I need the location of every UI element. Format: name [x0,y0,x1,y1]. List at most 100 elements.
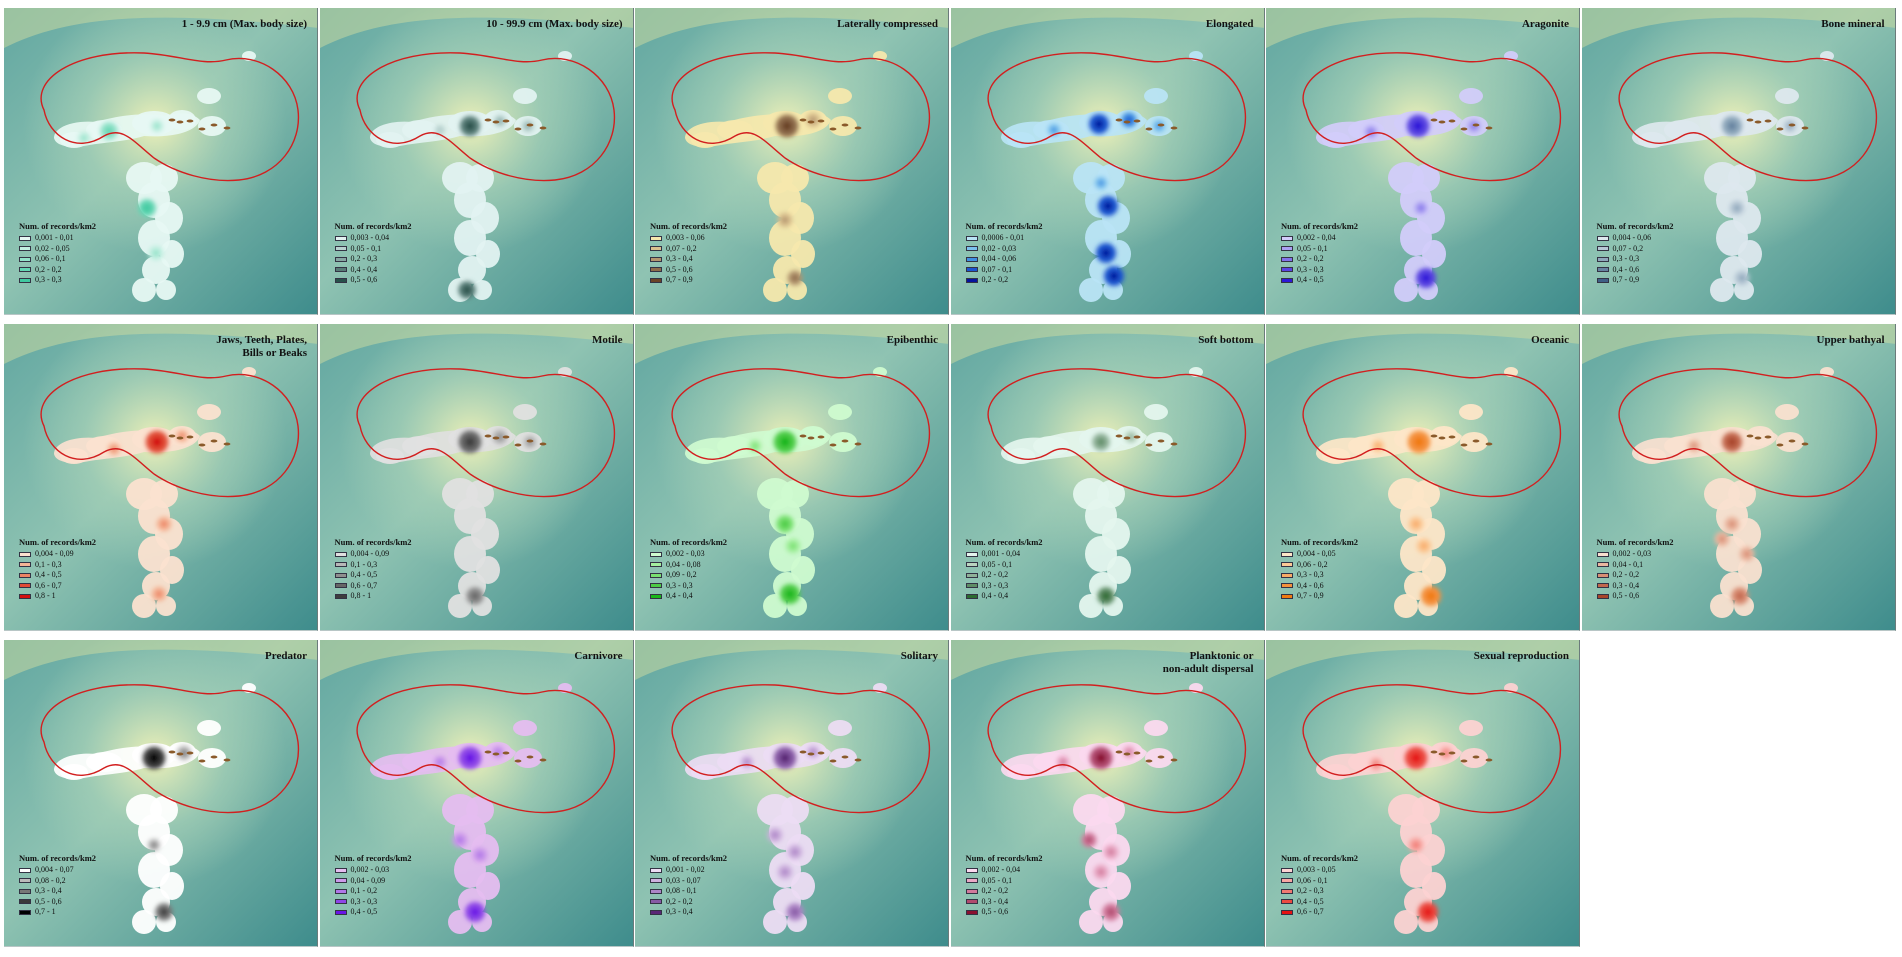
coast-ridge [635,640,948,680]
density-area [1322,132,1350,148]
density-layer [1631,51,1834,302]
legend-label: 0,002 - 0,03 [1612,549,1652,559]
panel-title: Upper bathyal [1817,334,1885,347]
legend-title: Num. of records/km2 [650,537,728,547]
legend-item: 0,4 - 0,6 [1281,581,1358,592]
study-area-boundary [987,52,1246,182]
legend-swatch [1596,593,1609,599]
legend-swatch [1596,583,1609,589]
legend-item: 0,4 - 0,5 [334,907,412,918]
density-area [1143,720,1168,736]
legend-label: 0,3 - 0,3 [1297,570,1324,580]
legend-swatch [650,246,662,252]
legend-swatch [650,277,662,283]
legend-swatch [1281,888,1293,894]
legend-label: 0,001 - 0,04 [981,549,1021,559]
study-area-boundary [987,684,1246,814]
density-area [1078,910,1103,934]
density-area [447,594,472,618]
panel-title: Laterally compressed [837,18,938,31]
study-area-boundary [1302,52,1562,182]
legend-label: 0,3 - 0,4 [666,907,693,917]
map-svg [319,324,633,630]
legend-swatch [965,899,978,905]
legend-item: 0,08 - 0,2 [19,876,96,887]
legend-label: 0,1 - 0,3 [350,559,378,569]
study-area-boundary [356,368,615,498]
density-area [375,448,404,464]
coast-ridge [950,324,1264,364]
legend-item: 0,8 - 1 [19,591,96,602]
legend-item: 0,002 - 0,04 [1281,233,1358,244]
panel-title-line: Oceanic [1531,334,1569,346]
legend-label: 0,5 - 0,6 [1612,591,1640,601]
density-area [1459,720,1483,736]
legend-title: Num. of records/km2 [965,221,1043,231]
legend-swatch [965,235,978,241]
density-area [717,120,753,140]
legend-swatch [1281,551,1293,557]
map-panel: 10 - 99.9 cm (Max. body size) Num. of rec… [319,8,634,315]
islands [1115,118,1177,131]
legend: Num. of records/km2 0,003 - 0,04 0,05 - 0,… [334,221,412,286]
panel-title-line: Bone mineral [1821,18,1885,30]
map-svg [319,640,633,946]
legend-swatch [334,593,347,599]
legend-label: 0,004 - 0,06 [1612,233,1652,243]
density-area [1394,278,1418,302]
legend-swatch [19,277,31,283]
legend-swatch [334,878,347,884]
density-area [197,720,221,736]
legend-label: 0,06 - 0,1 [1297,875,1328,885]
panel-title: Motile [592,334,623,347]
panel-title: Epibenthic [887,334,938,347]
density-layer [369,683,572,934]
legend-item: 0,4 - 0,4 [334,265,412,276]
legend-label: 0,3 - 0,3 [1612,254,1640,264]
density-area [1322,448,1350,464]
study-area-boundary [40,52,300,182]
legend-swatch [1596,551,1609,557]
legend-item: 0,03 - 0,07 [650,876,727,887]
legend-swatch [650,593,662,599]
panel-title: Sexual reproduction [1474,650,1569,663]
legend: Num. of records/km2 0,004 - 0,09 0,1 - 0,3… [334,537,412,602]
legend-label: 0,03 - 0,07 [666,875,701,885]
legend-item: 0,07 - 0,1 [965,265,1043,276]
legend-label: 0,08 - 0,1 [666,886,697,896]
density-area [512,88,537,104]
legend-swatch [334,256,347,262]
legend-label: 0,04 - 0,09 [350,875,386,885]
panel-title: Oceanic [1531,334,1569,347]
legend-item: 0,002 - 0,04 [965,865,1043,876]
legend-label: 0,003 - 0,04 [350,233,390,243]
legend-item: 0,05 - 0,1 [965,876,1043,887]
map-svg [4,640,317,946]
legend-label: 0,3 - 0,3 [1297,264,1324,274]
map-svg [4,8,317,314]
map-panel: Carnivore Num. of records/km2 0,002 - 0,03… [319,640,634,947]
panel-title-line: 10 - 99.9 cm (Max. body size) [486,18,623,30]
legend-title: Num. of records/km2 [334,853,412,863]
density-area [1078,594,1103,618]
legend-label: 0,05 - 0,1 [981,559,1013,569]
study-area-boundary [987,368,1246,498]
map-svg [1581,324,1895,630]
density-area [1774,404,1799,420]
panel-title: 1 - 9.9 cm (Max. body size) [182,18,307,31]
legend-item: 0,001 - 0,01 [19,233,96,244]
legend-label: 0,003 - 0,06 [666,233,705,243]
density-area [512,720,537,736]
legend-item: 0,5 - 0,6 [334,275,412,286]
legend-title: Num. of records/km2 [650,853,728,863]
legend-swatch [1281,246,1293,252]
legend-item: 0,1 - 0,3 [334,559,412,571]
legend: Num. of records/km2 0,001 - 0,01 0,02 - 0,… [19,221,96,286]
legend-title: Num. of records/km2 [650,221,728,231]
legend-swatch [334,572,347,578]
legend-swatch [1281,235,1293,241]
legend-swatch [19,235,31,241]
legend-swatch [334,909,347,915]
legend-swatch [1596,277,1609,283]
panel-title-line: Bills or Beaks [242,347,307,359]
